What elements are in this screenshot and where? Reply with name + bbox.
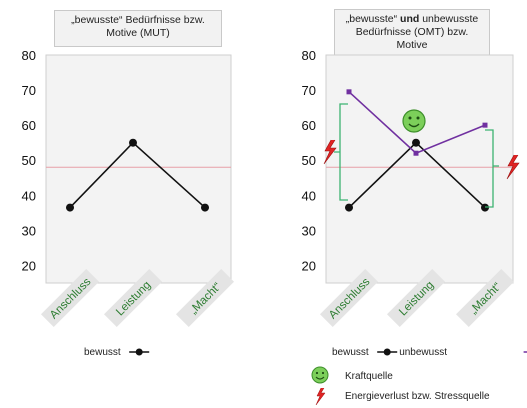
y-tick-label: 30	[22, 223, 36, 238]
right-chart-title-post: unbewusste Bedürfnisse (OMT) bzw. Motive	[355, 13, 479, 51]
smiley-face	[311, 366, 329, 384]
lightning-icon	[506, 154, 520, 180]
data-point-unbewusst	[346, 89, 352, 95]
difference-bracket-right	[485, 129, 499, 208]
y-tick-label: 30	[302, 223, 316, 238]
legend-label-unbewusst: unbewusst	[399, 347, 447, 358]
legend-marker-bewusst	[383, 348, 391, 356]
legend-label-bewusst: bewusst	[84, 347, 121, 358]
left-chart-title: „bewusste“ Bedürfnisse bzw. Motive (MUT)	[54, 10, 222, 47]
y-tick-label: 60	[22, 118, 36, 133]
data-point-bewusst	[345, 203, 353, 212]
category-label-bg	[387, 269, 445, 327]
y-tick-label: 40	[302, 188, 316, 203]
y-tick-label: 20	[22, 258, 36, 273]
annotation-label: Kraftquelle	[345, 371, 393, 382]
y-tick-label: 70	[302, 83, 316, 98]
y-tick-label: 20	[302, 258, 316, 273]
y-tick-label: 70	[22, 83, 36, 98]
smiley-eye	[416, 116, 420, 120]
category-label-bg	[176, 269, 234, 327]
y-tick-label: 80	[302, 48, 316, 63]
y-tick-label: 60	[302, 118, 316, 133]
y-tick-label: 50	[22, 153, 36, 168]
smiley-eye	[408, 116, 412, 120]
legend-label-bewusst: bewusst	[332, 347, 369, 358]
data-point-bewusst	[201, 203, 209, 212]
data-point-unbewusst	[413, 150, 419, 156]
right-chart-title: „bewusste“ und unbewusste Bedürfnisse (O…	[334, 9, 490, 60]
smiley-face	[402, 109, 426, 133]
smiley-eye	[321, 371, 325, 375]
legend-marker-bewusst	[135, 348, 143, 356]
right-chart-title-pre: „bewusste“	[345, 13, 401, 25]
lightning-icon	[315, 387, 326, 406]
lightning-icon	[323, 139, 337, 165]
left-chart-title-text: „bewusste“ Bedürfnisse bzw. Motive (MUT)	[71, 14, 205, 39]
y-tick-label: 50	[302, 153, 316, 168]
plot-area	[325, 54, 514, 284]
data-point-unbewusst	[482, 122, 488, 128]
plot-area	[45, 54, 232, 284]
category-label-bg	[41, 269, 99, 327]
data-point-bewusst	[412, 138, 420, 147]
y-tick-label: 80	[22, 48, 36, 63]
category-label-bg	[456, 269, 514, 327]
smiley-icon	[311, 366, 329, 384]
smiley-eye	[315, 371, 319, 375]
difference-bracket-left	[334, 103, 348, 201]
data-point-bewusst	[66, 203, 74, 212]
data-point-bewusst	[129, 138, 137, 147]
smiley-icon	[402, 109, 426, 133]
category-label-bg	[104, 269, 162, 327]
right-chart-title-bold: und	[400, 13, 420, 25]
smiley-mouth	[408, 123, 420, 128]
annotation-label: Energieverlust bzw. Stressquelle	[345, 391, 490, 402]
y-tick-label: 40	[22, 188, 36, 203]
smiley-mouth	[315, 376, 325, 380]
category-label-bg	[320, 269, 378, 327]
